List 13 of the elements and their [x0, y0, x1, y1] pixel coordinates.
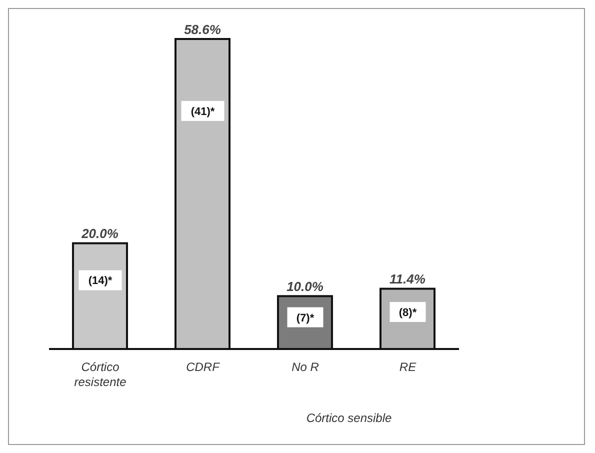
data-label: 11.4% — [390, 272, 426, 287]
x-tick-label: Córtico resistente — [74, 360, 127, 389]
x-tick-label: RE — [399, 360, 418, 374]
annotation: (7)* — [296, 312, 315, 324]
data-label: 20.0% — [80, 226, 119, 242]
annotation: (41)* — [190, 106, 216, 118]
x-tick-label: CDRF — [186, 360, 220, 374]
data-label: 58.6% — [184, 22, 222, 37]
text: Córtico sensible — [305, 411, 393, 425]
data-label: 10.0% — [286, 279, 324, 294]
annotation: (14)* — [88, 275, 113, 288]
annotation: (8)* — [398, 306, 418, 319]
x-tick-label: No R — [292, 360, 320, 374]
